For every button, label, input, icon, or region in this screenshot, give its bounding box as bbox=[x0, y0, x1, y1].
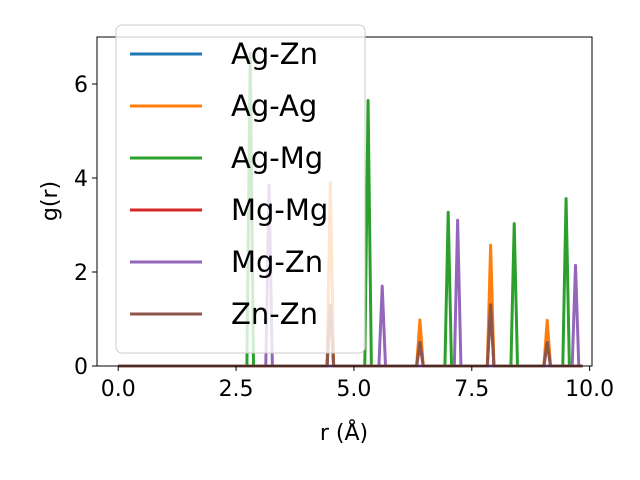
y-tick-label: 6 bbox=[74, 73, 88, 98]
x-axis-label: r (Å) bbox=[320, 419, 368, 446]
x-tick-label: 2.5 bbox=[219, 377, 254, 402]
y-tick-label: 2 bbox=[74, 261, 88, 286]
legend-label-mg-zn: Mg-Zn bbox=[231, 245, 323, 279]
y-axis-label: g(r) bbox=[38, 181, 63, 221]
axes: 0.0 2.5 5.0 7.5 10.0 0 2 4 6 bbox=[74, 36, 614, 402]
x-tick-label: 10.0 bbox=[565, 377, 614, 402]
legend: Ag-Zn Ag-Ag Ag-Mg Mg-Mg Mg-Zn Zn-Zn bbox=[115, 24, 366, 354]
legend-label-ag-ag: Ag-Ag bbox=[231, 89, 317, 123]
x-tick-label: 7.5 bbox=[454, 377, 489, 402]
x-tick-label: 0.0 bbox=[101, 377, 136, 402]
y-tick-label: 4 bbox=[74, 167, 88, 192]
legend-label-zn-zn: Zn-Zn bbox=[231, 297, 318, 331]
y-tick-label: 0 bbox=[74, 355, 88, 380]
x-tick-label: 5.0 bbox=[336, 377, 371, 402]
legend-label-mg-mg: Mg-Mg bbox=[231, 193, 328, 227]
legend-label-ag-mg: Ag-Mg bbox=[231, 141, 323, 175]
legend-label-ag-zn: Ag-Zn bbox=[231, 37, 318, 71]
